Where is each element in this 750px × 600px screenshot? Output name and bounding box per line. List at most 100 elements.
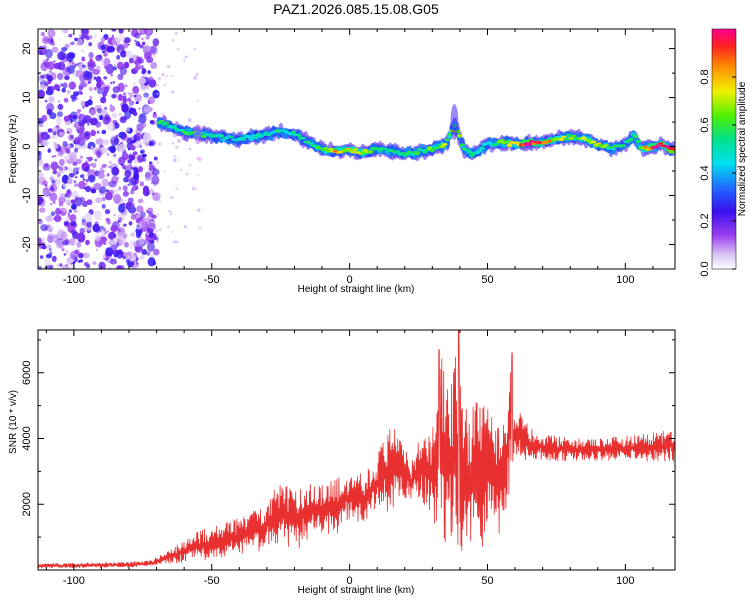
noise-cell [138,107,141,110]
noise-cell [152,168,160,176]
noise-cell [112,127,116,131]
noise-cell [52,128,56,131]
colorbar-tick-label: 0.4 [699,165,711,180]
noise-cell [130,145,136,151]
noise-cell [73,180,77,183]
noise-cell [67,65,75,75]
noise-cell [124,170,132,178]
noise-cell [72,167,79,176]
noise-cell [46,58,49,61]
noise-cell [48,251,53,257]
noise-cell [115,250,124,259]
noise-cell [122,185,128,192]
snr-y-tick-label: 4000 [21,426,33,450]
noise-cell [172,240,176,244]
noise-cell [67,166,73,172]
noise-cell [66,189,71,195]
noise-cell [103,242,107,246]
noise-cell [143,92,150,98]
noise-cell [152,38,160,47]
noise-cell [171,39,175,42]
noise-cell [198,157,202,162]
noise-cell [79,174,84,178]
ridge-cell [422,150,428,154]
noise-cell [128,57,134,64]
noise-cell [116,54,121,60]
noise-cell [112,81,115,84]
ridge-cell [580,136,587,140]
noise-cell [89,60,93,63]
noise-cell [93,210,102,221]
noise-cell [145,174,152,181]
noise-cell [88,42,93,47]
ridge-cell [325,149,331,153]
noise-cell [60,237,64,241]
colorbar: 0.0 0.2 0.4 0.6 0.8 Normalized spectral ampl… [699,28,748,277]
ridge-cell [248,137,254,141]
noise-cell [98,261,106,269]
ridge-cell [228,135,235,139]
noise-cell [77,108,81,113]
noise-cell [127,206,137,214]
noise-cell [79,196,85,202]
noise-cell [53,84,61,91]
noise-cell [51,255,57,262]
snr-panel: -100 -50 0 50 100 2000 4000 6000 Height of stra… [8,329,676,596]
ridge-cell [466,150,473,154]
noise-cell [171,231,173,233]
noise-cell [155,229,159,233]
noise-cell [130,213,137,220]
noise-cell [148,166,154,172]
snr-frame [37,329,676,571]
noise-cell [52,131,57,136]
noise-cell [96,108,102,114]
noise-cell [57,51,66,61]
noise-cell [81,200,88,208]
noise-cell [41,131,49,141]
noise-cell [90,129,96,137]
noise-cell [46,224,51,229]
noise-cell [40,74,45,79]
noise-cell [41,189,50,198]
noise-cell [45,215,53,222]
noise-cell [80,91,83,95]
noise-cell [121,152,129,161]
noise-cell [141,41,146,46]
noise-cell [40,84,47,90]
noise-cell [84,166,90,173]
noise-cell [53,60,56,63]
noise-cell [90,187,96,193]
noise-cell [150,61,158,70]
noise-cell [74,136,81,145]
noise-cell [141,217,150,228]
snr-x-tick-label: -50 [204,575,220,587]
noise-cell [92,223,100,233]
noise-cell [153,156,158,161]
noise-cell [140,150,144,154]
snr-x-tick-label: 50 [481,575,493,587]
noise-cell [113,258,117,261]
snr-x-tick-label: 100 [616,575,634,587]
noise-cell [146,251,151,256]
ridge-cell [265,133,272,137]
ridge-cell [320,149,326,152]
noise-cell [101,178,109,187]
noise-cell [57,111,63,117]
noise-cell [62,141,68,148]
ridge-cell [295,133,302,137]
ridge-cell [322,147,329,150]
noise-cell [134,39,137,43]
noise-cell [127,97,131,102]
noise-cell [155,83,159,87]
noise-cell [57,61,66,71]
noise-cell [72,114,78,120]
colorbar-tick-label: 0.6 [699,117,711,132]
noise-cell [87,156,92,162]
noise-cell [139,181,145,187]
noise-cell [49,176,55,181]
noise-cell [149,120,155,125]
noise-cell [133,111,138,116]
noise-cell [74,37,79,42]
noise-cell [87,81,91,84]
ridge-cell [657,142,664,145]
